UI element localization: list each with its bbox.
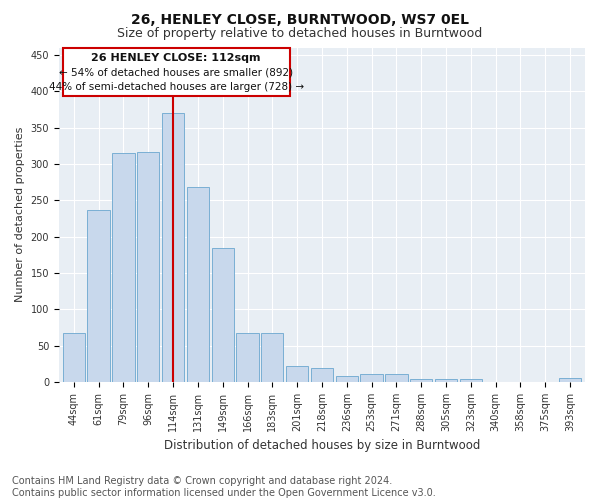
Bar bbox=[559, 378, 581, 382]
Bar bbox=[335, 376, 358, 382]
Bar bbox=[460, 379, 482, 382]
Text: Contains HM Land Registry data © Crown copyright and database right 2024.
Contai: Contains HM Land Registry data © Crown c… bbox=[12, 476, 436, 498]
Text: ← 54% of detached houses are smaller (892): ← 54% of detached houses are smaller (89… bbox=[59, 68, 293, 78]
Bar bbox=[435, 379, 457, 382]
Bar bbox=[88, 210, 110, 382]
Bar bbox=[261, 332, 283, 382]
Text: 44% of semi-detached houses are larger (728) →: 44% of semi-detached houses are larger (… bbox=[49, 82, 304, 92]
Bar bbox=[361, 374, 383, 382]
FancyBboxPatch shape bbox=[62, 48, 290, 96]
Y-axis label: Number of detached properties: Number of detached properties bbox=[15, 127, 25, 302]
Bar bbox=[187, 187, 209, 382]
Text: Size of property relative to detached houses in Burntwood: Size of property relative to detached ho… bbox=[118, 28, 482, 40]
X-axis label: Distribution of detached houses by size in Burntwood: Distribution of detached houses by size … bbox=[164, 440, 480, 452]
Bar bbox=[385, 374, 407, 382]
Bar bbox=[112, 153, 134, 382]
Text: 26, HENLEY CLOSE, BURNTWOOD, WS7 0EL: 26, HENLEY CLOSE, BURNTWOOD, WS7 0EL bbox=[131, 12, 469, 26]
Bar bbox=[162, 113, 184, 382]
Bar bbox=[410, 379, 433, 382]
Bar bbox=[62, 332, 85, 382]
Bar bbox=[137, 152, 160, 382]
Text: 26 HENLEY CLOSE: 112sqm: 26 HENLEY CLOSE: 112sqm bbox=[91, 53, 261, 63]
Bar bbox=[286, 366, 308, 382]
Bar bbox=[236, 332, 259, 382]
Bar bbox=[212, 248, 234, 382]
Bar bbox=[311, 368, 333, 382]
